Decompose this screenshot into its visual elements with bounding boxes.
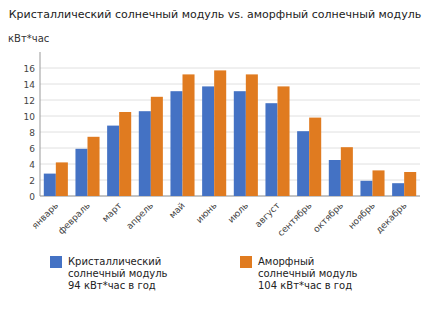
bar [107, 126, 119, 196]
y-tick-label: 4 [29, 160, 35, 170]
bars [44, 70, 416, 196]
legend-line: солнечный модуль [258, 268, 358, 279]
legend-line: солнечный модуль [68, 268, 168, 279]
bar [183, 74, 195, 196]
grid-line [40, 68, 420, 69]
bar [88, 137, 100, 196]
legend-line: Аморфный [258, 256, 314, 267]
y-tick-label: 14 [24, 80, 36, 90]
grid-line [40, 132, 420, 133]
y-tick-label: 12 [24, 96, 35, 106]
bar [373, 170, 385, 196]
grid-line [40, 84, 420, 85]
x-tick-label: февраль [56, 200, 92, 236]
y-tick-label: 0 [29, 192, 35, 202]
bar [151, 97, 163, 196]
x-tick-label: январь [30, 200, 61, 231]
legend-line: Кристаллический [68, 256, 161, 267]
grid-line [40, 100, 420, 101]
bar [265, 103, 277, 196]
x-tick-label: октябрь [311, 200, 345, 234]
y-tick-label: 10 [24, 112, 36, 122]
x-tick-label: июль [226, 200, 250, 224]
bar [170, 91, 182, 196]
legend-entry: Аморфныйсолнечный модуль104 кВт*час в го… [258, 256, 358, 291]
bar [234, 91, 246, 196]
bar [214, 70, 226, 196]
bar [44, 174, 56, 196]
legend-line: 104 кВт*час в год [258, 280, 352, 291]
x-tick-label: август [253, 200, 282, 229]
bar [202, 86, 214, 196]
y-tick-label: 16 [24, 64, 36, 74]
bar [392, 183, 404, 196]
x-tick-label: апрель [124, 200, 155, 231]
x-tick-label: сентябрь [276, 200, 314, 238]
bar [56, 162, 68, 196]
x-tick-label: июнь [194, 200, 218, 224]
y-label: кВт*час [8, 33, 49, 44]
bar [341, 147, 353, 196]
x-tick-label: март [100, 200, 124, 224]
bar [360, 181, 372, 196]
y-axis [40, 52, 41, 196]
bar [246, 74, 258, 196]
bar [278, 86, 290, 196]
bar [309, 118, 321, 196]
legend-swatch [50, 256, 62, 268]
bar [297, 131, 309, 196]
chart: Кристаллический солнечный модуль vs. амо… [0, 0, 430, 320]
grid-line [40, 116, 420, 117]
y-tick-label: 6 [29, 144, 35, 154]
bar [404, 172, 416, 196]
x-tick-label: декабрь [374, 200, 409, 235]
bar [139, 111, 151, 196]
title: Кристаллический солнечный модуль vs. амо… [9, 8, 421, 21]
legend-swatch [240, 256, 252, 268]
bar [75, 149, 87, 196]
y-tick-label: 8 [29, 128, 35, 138]
bar [329, 160, 341, 196]
legend-entry: Кристаллическийсолнечный модуль94 кВт*ча… [68, 256, 168, 291]
y-tick-label: 2 [29, 176, 35, 186]
x-tick-label: ноябрь [346, 200, 377, 231]
bar [119, 112, 131, 196]
x-tick-label: май [167, 200, 187, 220]
legend-line: 94 кВт*час в год [68, 280, 156, 291]
